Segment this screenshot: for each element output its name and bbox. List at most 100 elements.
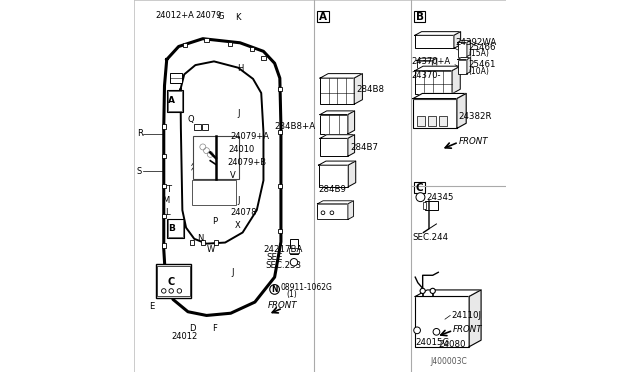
Text: 24110J: 24110J	[451, 311, 481, 320]
Text: V: V	[230, 171, 236, 180]
Text: SEE: SEE	[266, 253, 283, 262]
Bar	[320, 78, 354, 104]
Bar	[250, 47, 254, 51]
Bar	[191, 180, 236, 205]
Text: N: N	[271, 285, 278, 294]
Polygon shape	[320, 135, 355, 138]
Text: E: E	[150, 302, 155, 311]
Text: B: B	[168, 224, 175, 233]
Circle shape	[291, 259, 298, 266]
Bar	[189, 241, 194, 245]
Text: 25461: 25461	[468, 60, 495, 69]
Text: N: N	[197, 234, 204, 243]
Text: J400003C: J400003C	[430, 357, 467, 366]
Text: F: F	[212, 324, 217, 333]
Text: 24345: 24345	[426, 193, 454, 202]
Text: L: L	[166, 208, 170, 217]
Polygon shape	[415, 32, 461, 35]
Polygon shape	[348, 161, 356, 187]
Text: S: S	[137, 167, 142, 176]
Text: H: H	[237, 64, 243, 73]
Polygon shape	[467, 41, 470, 57]
Polygon shape	[415, 66, 460, 71]
Bar	[214, 241, 218, 245]
Polygon shape	[348, 111, 355, 134]
Polygon shape	[320, 74, 362, 78]
Text: 25466: 25466	[468, 43, 495, 52]
Bar	[168, 219, 183, 237]
Polygon shape	[452, 66, 460, 94]
Bar	[162, 184, 166, 188]
Text: 24392WA: 24392WA	[455, 38, 496, 46]
Circle shape	[433, 328, 440, 335]
Circle shape	[416, 193, 425, 202]
Text: J: J	[232, 268, 234, 277]
Text: J: J	[237, 196, 240, 205]
Bar	[261, 55, 266, 60]
Bar	[414, 11, 425, 22]
Text: 24217BA: 24217BA	[264, 245, 303, 254]
Circle shape	[270, 285, 280, 294]
Text: P: P	[212, 217, 217, 226]
Polygon shape	[467, 57, 470, 74]
Text: SEC.253: SEC.253	[265, 262, 301, 270]
Text: 284B8+A: 284B8+A	[275, 122, 316, 131]
Text: C: C	[416, 183, 424, 193]
Polygon shape	[320, 111, 355, 115]
Text: 24370-: 24370-	[411, 71, 440, 80]
Bar	[320, 115, 348, 134]
Bar	[415, 296, 469, 347]
Bar	[157, 266, 190, 296]
Bar	[168, 91, 182, 111]
Bar	[428, 116, 436, 126]
Text: B: B	[416, 12, 424, 22]
Bar	[162, 124, 166, 128]
Bar	[317, 204, 348, 219]
Text: 24078: 24078	[230, 208, 257, 217]
Text: 24370+A: 24370+A	[411, 57, 451, 66]
Text: 24015G: 24015G	[415, 339, 449, 347]
Text: (1): (1)	[287, 291, 297, 299]
Polygon shape	[319, 161, 356, 165]
Polygon shape	[354, 74, 362, 104]
Text: Q: Q	[188, 115, 195, 124]
Text: 24080: 24080	[438, 340, 466, 349]
Polygon shape	[413, 93, 466, 99]
Bar	[201, 241, 205, 245]
Text: R: R	[137, 129, 143, 138]
Bar	[319, 165, 348, 187]
Bar	[317, 11, 328, 22]
Bar	[162, 214, 166, 218]
Text: 24012: 24012	[172, 332, 198, 341]
Bar	[202, 124, 209, 130]
Bar	[417, 116, 425, 126]
Bar	[156, 264, 191, 298]
Text: SEC.244: SEC.244	[412, 233, 449, 242]
Text: (10A): (10A)	[468, 67, 489, 76]
Polygon shape	[348, 201, 353, 219]
Text: 08911-1062G: 08911-1062G	[281, 283, 333, 292]
Circle shape	[420, 288, 425, 294]
Text: A: A	[168, 96, 175, 105]
Text: 24079: 24079	[195, 12, 221, 20]
Text: 24010: 24010	[228, 145, 254, 154]
Polygon shape	[317, 201, 353, 204]
Text: K: K	[235, 13, 241, 22]
Bar	[425, 201, 438, 210]
Text: (15A): (15A)	[468, 49, 489, 58]
Bar	[413, 99, 457, 128]
Text: D: D	[189, 324, 196, 333]
Text: G: G	[218, 12, 224, 21]
Bar	[168, 219, 184, 238]
Polygon shape	[417, 58, 437, 61]
Text: W: W	[207, 245, 215, 254]
Bar	[291, 239, 298, 254]
Polygon shape	[454, 32, 461, 48]
Bar	[417, 61, 433, 69]
Text: 24079+B: 24079+B	[227, 158, 266, 167]
Text: A: A	[319, 12, 327, 22]
Text: T: T	[166, 185, 171, 194]
Polygon shape	[348, 135, 355, 156]
Bar	[170, 73, 182, 83]
Bar	[320, 138, 348, 156]
